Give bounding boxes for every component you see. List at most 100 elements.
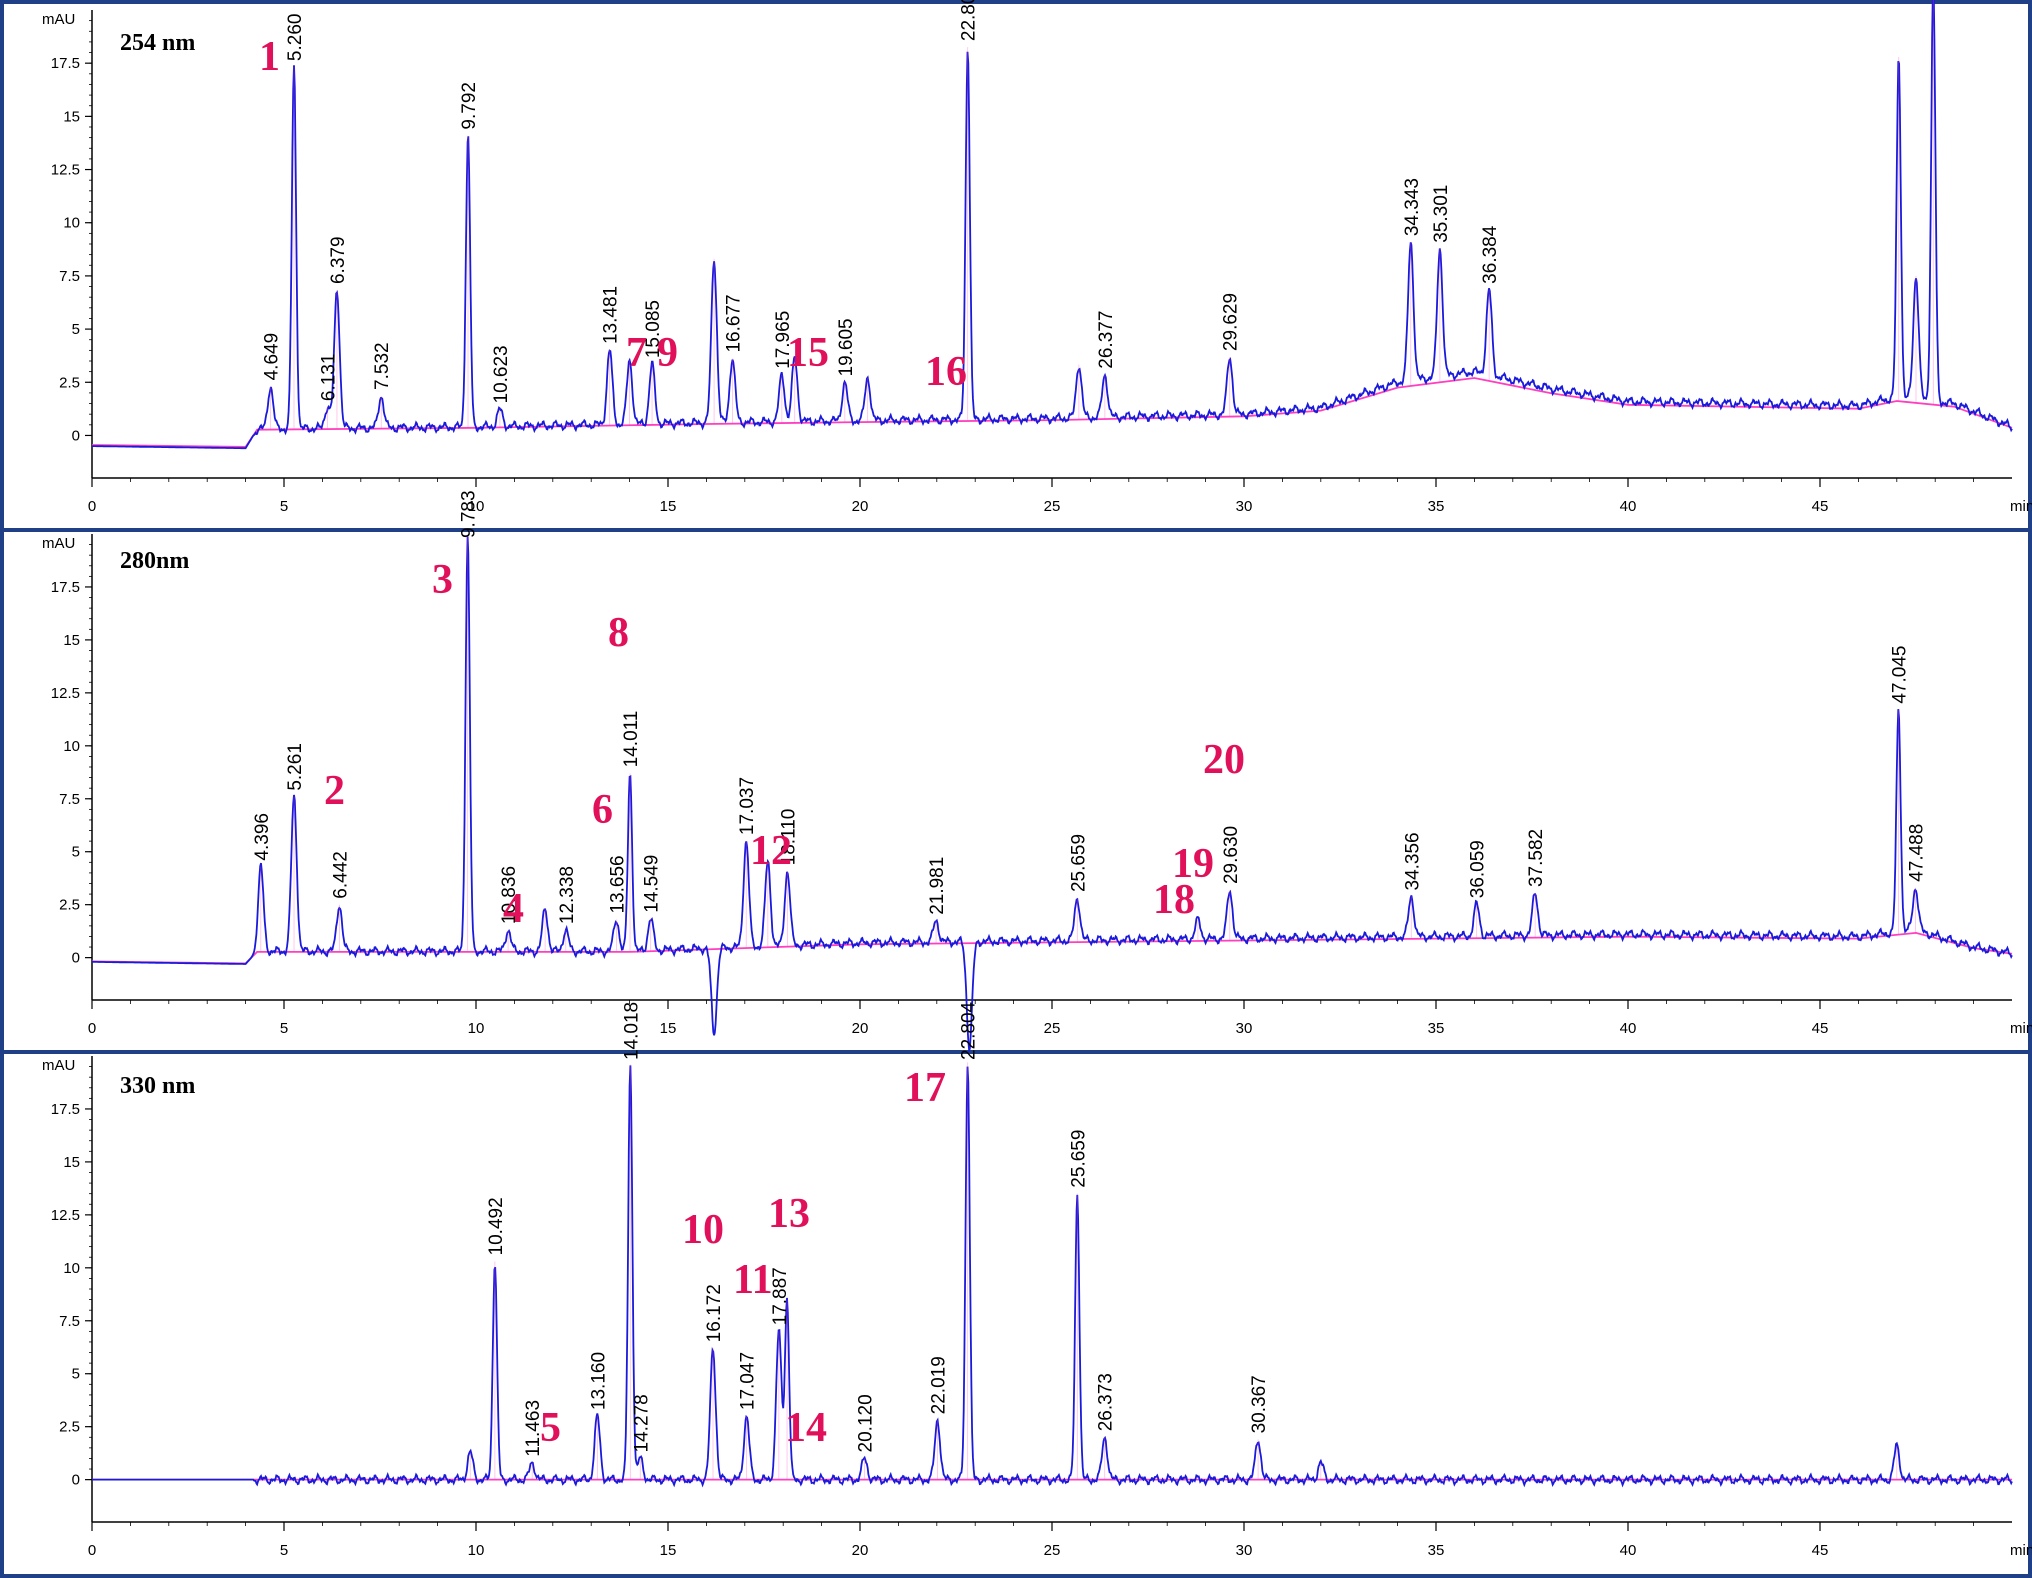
signal-trace — [92, 0, 2013, 450]
compound-number: 13 — [768, 1191, 810, 1237]
compound-number: 18 — [1153, 877, 1195, 923]
retention-time-label: 9.792 — [459, 82, 480, 130]
y-tick-label: 5 — [72, 844, 80, 861]
y-tick-label: 12.5 — [51, 1207, 80, 1224]
signal-trace — [92, 1065, 2013, 1488]
x-tick-label: 0 — [88, 498, 96, 515]
y-tick-label: 17.5 — [51, 55, 80, 72]
compound-number: 6 — [592, 787, 613, 833]
retention-time-label: 14.278 — [631, 1394, 652, 1452]
y-tick-label: 12.5 — [51, 685, 80, 702]
retention-time-label: 14.011 — [621, 711, 642, 768]
retention-time-label: 25.659 — [1068, 1130, 1089, 1188]
compound-number: 19 — [1172, 841, 1214, 887]
retention-time-label: 22.805 — [959, 0, 980, 41]
x-tick-label: 10 — [468, 498, 485, 515]
retention-time-label: 36.059 — [1468, 840, 1489, 898]
x-tick-label: 5 — [280, 1542, 288, 1559]
compound-number: 11 — [733, 1257, 773, 1303]
x-tick-label: 10 — [468, 1020, 485, 1037]
retention-time-label: 17.037 — [737, 777, 758, 835]
compound-number: 9 — [657, 330, 678, 376]
y-tick-label: 10 — [63, 215, 80, 232]
x-unit-label: min — [2010, 1542, 2032, 1559]
retention-time-label: 30.367 — [1249, 1375, 1270, 1433]
x-tick-label: 45 — [1812, 1020, 1829, 1037]
y-tick-label: 2.5 — [59, 1419, 80, 1436]
panel-254nm: 0 2.5 5 7.5 10 12.5 15 17.5 mAU 0 5 10 15 20 25 30 35 40 4… — [42, 0, 2032, 515]
retention-time-label: 6.442 — [330, 851, 351, 899]
x-tick-label: 0 — [88, 1020, 96, 1037]
y-tick-label: 0 — [72, 1472, 80, 1489]
retention-time-label: 36.384 — [1480, 225, 1501, 284]
retention-time-label: 26.373 — [1096, 1373, 1117, 1431]
x-tick-label: 5 — [280, 498, 288, 515]
retention-time-label: 37.582 — [1526, 829, 1547, 887]
x-tick-label: 15 — [660, 1020, 677, 1037]
x-tick-label: 10 — [468, 1542, 485, 1559]
retention-time-label: 22.804 — [959, 1001, 980, 1060]
retention-time-label: 4.649 — [262, 333, 283, 381]
x-tick-label: 40 — [1620, 498, 1637, 515]
retention-time-label: 9.783 — [459, 490, 480, 538]
x-tick-label: 30 — [1236, 1020, 1253, 1037]
y-tick-label: 15 — [63, 632, 80, 649]
retention-time-label: 29.630 — [1221, 826, 1242, 884]
x-tick-label: 30 — [1236, 498, 1253, 515]
retention-time-label: 17.887 — [770, 1267, 791, 1325]
retention-time-label: 14.018 — [621, 1002, 642, 1060]
y-tick-label: 0 — [72, 427, 80, 444]
compound-number: 12 — [750, 828, 792, 874]
panel-330nm: 0 2.5 5 7.5 10 12.5 15 17.5 mAU 0 5 10 15 20 25 30 35 40 4… — [42, 1001, 2032, 1559]
retention-time-label: 26.377 — [1096, 311, 1117, 369]
retention-time-label: 4.396 — [252, 813, 273, 861]
compound-number: 10 — [682, 1207, 724, 1253]
retention-time-label: 34.356 — [1402, 832, 1423, 890]
x-tick-label: 40 — [1620, 1542, 1637, 1559]
retention-time-label: 10.836 — [499, 866, 520, 924]
compound-number-labels: 1 7 9 15 16 2 3 4 6 8 12 18 19 20 5 10 1… — [259, 34, 1245, 1451]
compound-number: 14 — [785, 1405, 827, 1451]
x-tick-label: 15 — [660, 498, 677, 515]
x-tick-label: 5 — [280, 1020, 288, 1037]
retention-time-label: 25.659 — [1068, 834, 1089, 892]
x-tick-label: 30 — [1236, 1542, 1253, 1559]
y-tick-label: 5 — [72, 321, 80, 338]
compound-number: 17 — [904, 1065, 946, 1111]
retention-time-label: 5.261 — [285, 743, 306, 791]
y-unit-label: mAU — [42, 1057, 75, 1074]
x-tick-label: 15 — [660, 1542, 677, 1559]
retention-time-label: 13.656 — [607, 855, 628, 913]
y-unit-label: mAU — [42, 11, 75, 28]
x-tick-label: 35 — [1428, 498, 1445, 515]
y-tick-label: 0 — [72, 950, 80, 967]
retention-time-label: 47.045 — [1890, 645, 1911, 703]
x-tick-label: 45 — [1812, 1542, 1829, 1559]
x-tick-label: 45 — [1812, 498, 1829, 515]
retention-time-label: 18.110 — [778, 809, 799, 866]
compound-number: 15 — [787, 330, 829, 376]
retention-time-label: 5.260 — [285, 14, 306, 62]
x-tick-label: 35 — [1428, 1542, 1445, 1559]
retention-time-label: 11.463 — [523, 1400, 544, 1457]
retention-time-label: 16.677 — [723, 294, 744, 352]
y-tick-label: 7.5 — [59, 268, 80, 285]
x-unit-label: min — [2010, 498, 2032, 515]
y-tick-label: 10 — [63, 1260, 80, 1277]
retention-time-label: 34.343 — [1402, 178, 1423, 236]
wavelength-label: 330 nm — [120, 1073, 195, 1099]
y-tick-label: 5 — [72, 1366, 80, 1383]
x-tick-label: 35 — [1428, 1020, 1445, 1037]
retention-time-label: 15.085 — [643, 300, 664, 358]
retention-time-label: 21.981 — [927, 857, 948, 915]
compound-number: 8 — [608, 610, 629, 656]
compound-number: 16 — [925, 349, 967, 395]
y-tick-label: 10 — [63, 738, 80, 755]
retention-time-label: 10.623 — [491, 345, 512, 403]
x-tick-label: 20 — [852, 1542, 869, 1559]
y-tick-label: 2.5 — [59, 374, 80, 391]
compound-number: 4 — [503, 886, 524, 932]
